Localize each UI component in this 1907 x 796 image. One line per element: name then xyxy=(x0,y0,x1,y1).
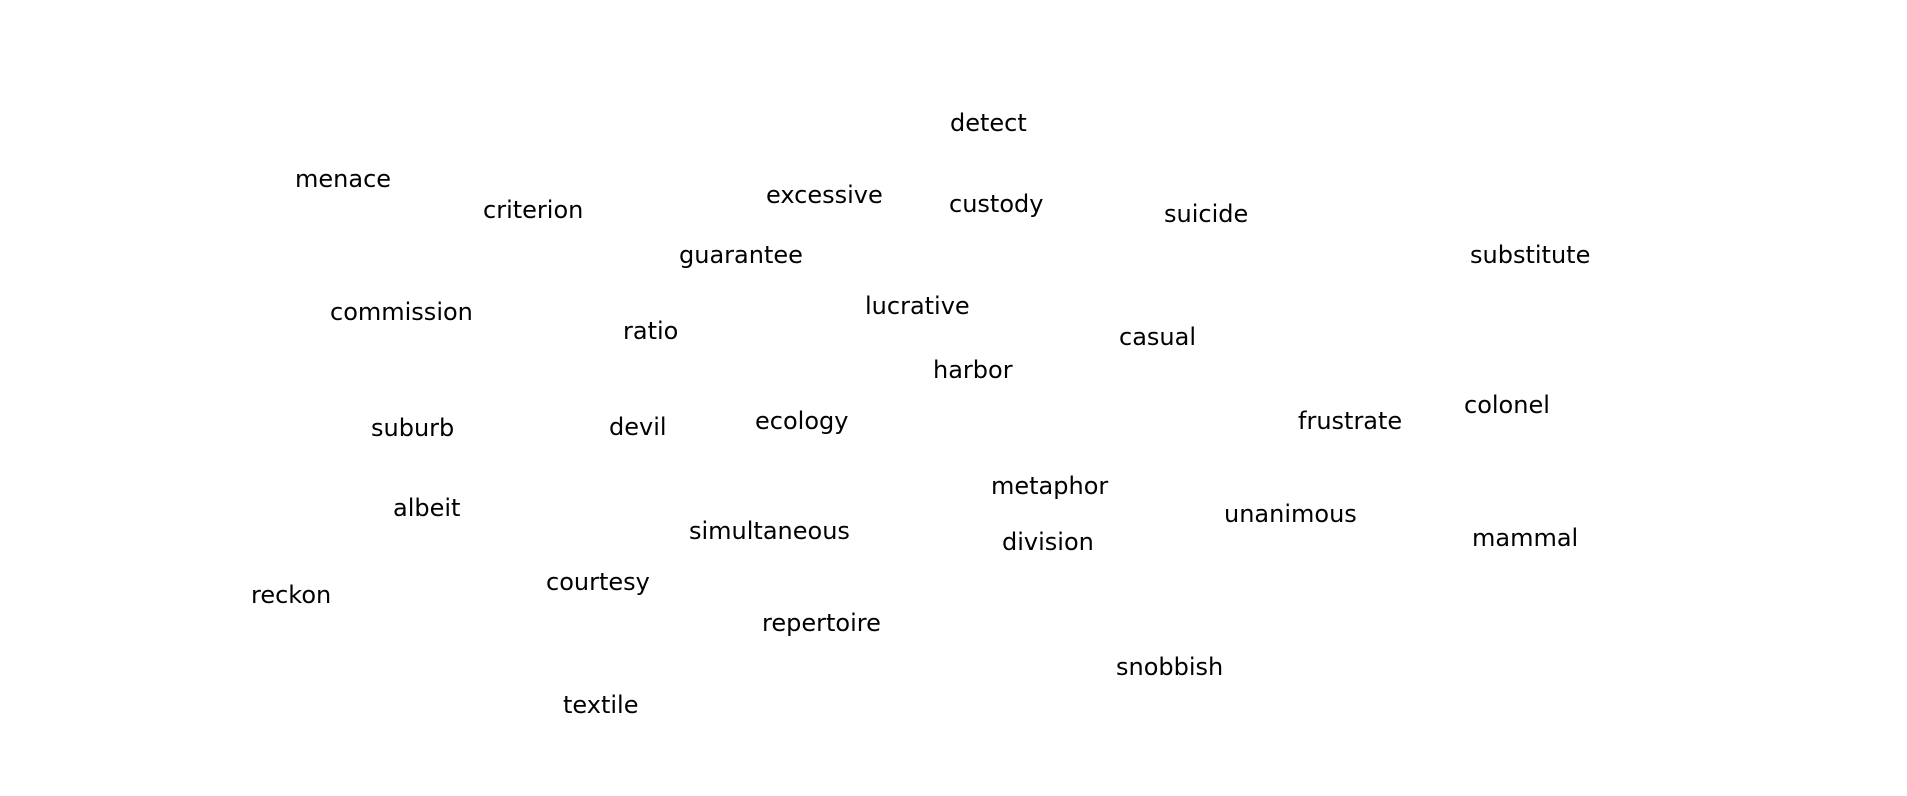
word-mammal: mammal xyxy=(1472,524,1579,552)
word-unanimous: unanimous xyxy=(1224,500,1357,528)
word-criterion: criterion xyxy=(483,196,584,224)
word-custody: custody xyxy=(949,190,1044,218)
word-casual: casual xyxy=(1119,323,1196,351)
word-albeit: albeit xyxy=(393,494,461,522)
word-ecology: ecology xyxy=(755,407,849,435)
word-substitute: substitute xyxy=(1470,241,1591,269)
word-frustrate: frustrate xyxy=(1298,407,1403,435)
word-reckon: reckon xyxy=(251,581,332,609)
word-suicide: suicide xyxy=(1164,200,1249,228)
word-suburb: suburb xyxy=(371,414,455,442)
word-excessive: excessive xyxy=(766,181,883,209)
word-colonel: colonel xyxy=(1464,391,1550,419)
word-harbor: harbor xyxy=(933,356,1013,384)
word-snobbish: snobbish xyxy=(1116,653,1224,681)
word-ratio: ratio xyxy=(623,317,679,345)
word-division: division xyxy=(1002,528,1094,556)
word-simultaneous: simultaneous xyxy=(689,517,850,545)
word-lucrative: lucrative xyxy=(865,292,970,320)
word-courtesy: courtesy xyxy=(546,568,650,596)
word-detect: detect xyxy=(950,109,1027,137)
word-textile: textile xyxy=(563,691,639,719)
word-commission: commission xyxy=(330,298,473,326)
word-guarantee: guarantee xyxy=(679,241,803,269)
word-menace: menace xyxy=(295,165,392,193)
word-repertoire: repertoire xyxy=(762,609,881,637)
word-metaphor: metaphor xyxy=(991,472,1109,500)
word-devil: devil xyxy=(609,413,667,441)
